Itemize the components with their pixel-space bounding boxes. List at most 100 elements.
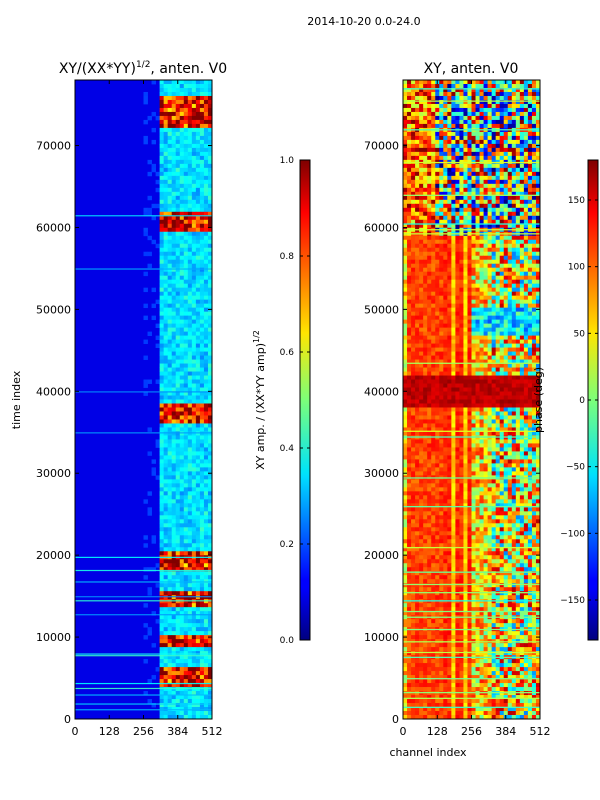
heat-cell xyxy=(455,211,460,217)
heat-cell xyxy=(519,83,525,89)
heat-cell xyxy=(479,219,484,225)
heat-cell xyxy=(175,411,181,416)
heat-cell xyxy=(423,311,428,317)
heat-cell xyxy=(179,391,185,396)
heat-cell xyxy=(187,667,193,672)
heat-streak xyxy=(75,687,212,690)
heat-cell xyxy=(423,359,428,364)
heat-cell xyxy=(503,295,509,301)
heat-cell xyxy=(531,103,537,109)
heat-cell xyxy=(159,511,165,516)
heat-cell xyxy=(519,275,525,281)
heat-cell xyxy=(519,199,525,205)
heat-cell xyxy=(175,199,181,205)
heat-cell xyxy=(515,379,521,384)
heat-cell xyxy=(503,367,509,372)
heat-cell xyxy=(163,399,169,404)
heat-cell xyxy=(491,279,497,285)
heat-cell xyxy=(503,379,509,384)
heat-cell xyxy=(443,95,448,101)
heat-cell xyxy=(527,187,533,193)
heat-cell xyxy=(515,255,521,261)
heat-cell xyxy=(511,223,517,229)
heat-cell xyxy=(175,291,181,297)
heat-cell xyxy=(487,303,493,309)
heat-cell xyxy=(203,167,209,173)
heat-cell xyxy=(199,547,205,552)
heat-cell xyxy=(179,551,185,556)
heat-cell xyxy=(515,135,521,141)
heat-cell xyxy=(203,275,209,281)
heat-cell xyxy=(427,315,432,321)
heat-cell xyxy=(439,183,444,189)
heat-cell xyxy=(487,363,493,368)
heat-cell xyxy=(531,147,537,153)
heat-cell xyxy=(479,119,484,125)
heat-cell xyxy=(531,271,537,277)
heat-cell xyxy=(455,155,460,161)
heat-cell xyxy=(179,267,185,273)
heat-cell xyxy=(527,315,533,321)
heat-cell xyxy=(523,187,529,193)
heat-cell xyxy=(447,351,452,356)
heat-cell xyxy=(207,647,213,652)
heat-cell xyxy=(159,119,165,125)
heat-cell xyxy=(463,203,468,209)
heat-cell xyxy=(175,703,181,708)
heat-cell xyxy=(183,519,189,524)
heat-cell xyxy=(419,315,424,321)
heat-cell xyxy=(163,463,169,468)
heat-cell xyxy=(187,331,193,336)
heat-cell xyxy=(163,155,169,161)
heat-cell xyxy=(183,395,189,400)
heat-cell xyxy=(183,83,189,89)
heat-cell xyxy=(535,183,541,189)
heat-cell xyxy=(147,195,152,201)
heat-cell xyxy=(531,151,537,157)
heat-cell xyxy=(523,83,529,89)
heat-cell xyxy=(159,251,165,257)
heat-cell xyxy=(479,279,484,285)
heat-cell xyxy=(195,571,201,576)
heat-cell xyxy=(163,635,169,640)
heat-cell xyxy=(503,215,509,221)
heat-cell xyxy=(431,283,436,289)
heat-cell xyxy=(531,387,537,392)
heat-cell xyxy=(191,639,197,644)
heat-cell xyxy=(179,479,185,484)
heat-cell xyxy=(531,267,537,273)
heat-cell xyxy=(191,451,197,456)
heat-cell xyxy=(151,139,156,145)
heat-cell xyxy=(491,203,497,209)
heat-cell xyxy=(511,339,517,344)
heat-cell xyxy=(443,371,448,376)
heat-cell xyxy=(183,467,189,472)
heat-cell xyxy=(439,143,444,149)
heat-cell xyxy=(511,299,517,305)
heat-cell xyxy=(199,603,205,608)
heat-cell xyxy=(531,215,537,221)
heat-cell xyxy=(183,339,189,344)
heat-cell xyxy=(163,383,169,388)
heat-cell xyxy=(199,675,205,680)
heat-cell xyxy=(527,251,533,257)
heat-cell xyxy=(195,155,201,161)
heat-cell xyxy=(171,435,177,440)
heat-cell xyxy=(515,123,521,129)
heat-cell xyxy=(155,343,161,348)
heat-cell xyxy=(499,139,505,145)
heat-cell xyxy=(187,307,193,313)
heat-cell xyxy=(519,139,525,145)
heat-cell xyxy=(499,211,505,217)
heat-cell xyxy=(463,351,468,356)
heat-cell xyxy=(495,311,501,317)
heat-cell xyxy=(183,435,189,440)
heat-cell xyxy=(167,675,173,680)
heat-cell xyxy=(183,179,189,185)
heat-cell xyxy=(475,287,480,293)
heat-cell xyxy=(203,431,209,436)
heat-cell xyxy=(191,643,197,648)
heat-cell xyxy=(207,227,213,233)
heat-cell xyxy=(415,351,420,356)
heat-cell xyxy=(435,359,440,364)
